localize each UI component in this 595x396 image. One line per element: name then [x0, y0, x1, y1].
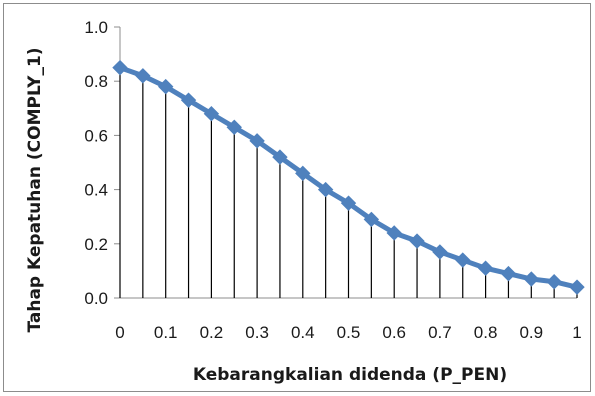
data-point: [455, 252, 471, 268]
x-tick-label: 0.2: [200, 323, 224, 342]
data-point: [112, 59, 128, 76]
data-point: [317, 181, 334, 198]
x-tick-label: 0.8: [474, 323, 498, 342]
drop-lines: [119, 67, 578, 298]
x-tick-label: 0.1: [154, 323, 178, 342]
data-point: [477, 260, 494, 276]
data-point: [500, 265, 517, 282]
data-point: [569, 279, 585, 295]
x-tick-label: 0.3: [245, 323, 269, 342]
data-point: [386, 225, 402, 241]
x-tick-label: 0.7: [428, 323, 452, 342]
data-point: [523, 271, 540, 287]
data-point: [180, 92, 197, 108]
data-point: [340, 195, 357, 211]
x-tick-label: 0.6: [382, 323, 406, 342]
data-point: [295, 165, 311, 182]
data-point: [432, 244, 448, 260]
y-tick-label: 0.8: [84, 72, 108, 91]
x-tick-label: 0: [115, 323, 124, 342]
y-tick-labels: 0.0 0.2 0.4 0.6 0.8 1.0: [84, 18, 120, 308]
data-point: [135, 68, 151, 84]
x-tick-label: 0.4: [291, 323, 315, 342]
y-tick-label: 0.6: [84, 126, 108, 145]
data-point: [157, 78, 174, 95]
data-point: [409, 233, 425, 249]
chart-frame: [3, 3, 591, 392]
x-tick-label: 1: [572, 323, 581, 342]
x-axis-title: Kebarangkalian didenda (P_PEN): [193, 365, 507, 385]
data-point: [272, 149, 288, 165]
x-tick-labels: 0 0.1 0.2 0.3 0.4 0.5 0.6 0.7 0.8 0.9 1: [115, 323, 581, 342]
y-axis-title: Tahap Kepatuhan (COMPLY_1): [25, 47, 45, 332]
y-tick-label: 0.2: [84, 235, 108, 254]
data-point: [546, 274, 562, 290]
y-tick-label: 0.0: [84, 289, 108, 308]
y-tick-label: 0.4: [84, 181, 108, 200]
x-tick-label: 0.5: [337, 323, 361, 342]
y-tick-label: 1.0: [84, 18, 108, 37]
series-markers: [112, 59, 585, 295]
data-point: [226, 119, 242, 135]
data-point: [203, 106, 220, 122]
x-tick-label: 0.9: [519, 323, 543, 342]
data-point: [363, 211, 380, 228]
data-point: [249, 133, 265, 149]
